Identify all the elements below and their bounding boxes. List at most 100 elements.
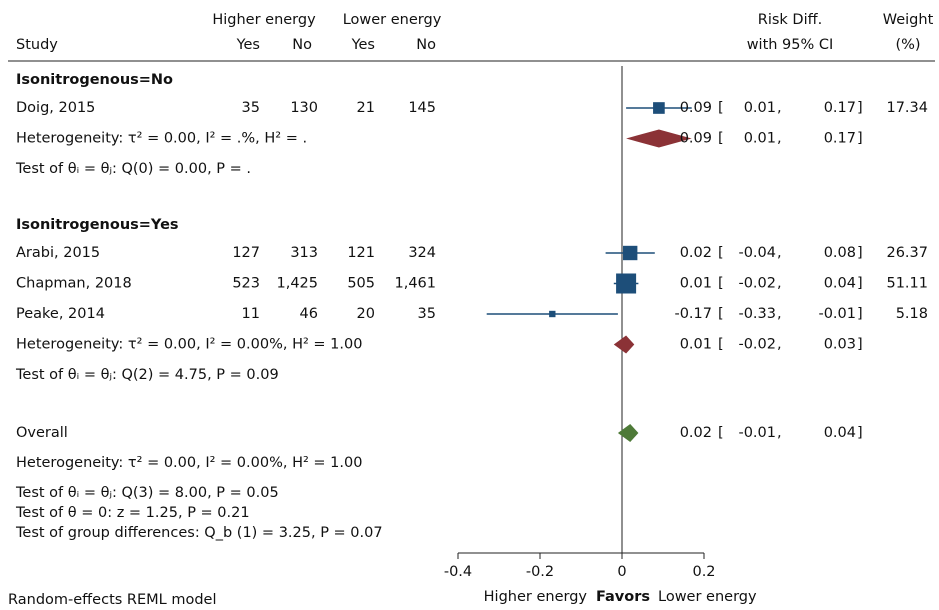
pooled-diamond [617, 424, 639, 442]
study-name: Arabi, 2015 [16, 245, 100, 261]
ci-bracket: ] [857, 337, 863, 353]
heterogeneity: Heterogeneity: τ² = 0.00, I² = 0.00%, H²… [16, 455, 362, 471]
count: 11 [242, 306, 260, 322]
estimate: 0.02 [680, 425, 712, 441]
overall-label: Overall [16, 425, 68, 441]
count: 313 [290, 245, 318, 261]
ci-sep: , [777, 131, 782, 147]
x-label: Favors [596, 589, 650, 605]
group-b-header: Lower energy [343, 12, 442, 28]
ci-bracket: [ [718, 337, 724, 353]
ci-high: 0.17 [824, 131, 856, 147]
group-label: Isonitrogenous=Yes [16, 217, 179, 233]
ci-high: 0.04 [824, 276, 856, 292]
x-tick-label: -0.2 [526, 564, 554, 580]
count: 1,425 [276, 276, 318, 292]
study-name: Chapman, 2018 [16, 276, 132, 292]
ci-bracket: [ [718, 425, 724, 441]
col-header: No [292, 37, 312, 53]
ci-bracket: [ [718, 276, 724, 292]
count: 20 [357, 306, 375, 322]
ci-sep: , [777, 100, 782, 116]
ci-low: 0.01 [744, 100, 776, 116]
overall-test: Test of θ = 0: z = 1.25, P = 0.21 [15, 505, 250, 521]
group-test: Test of θᵢ = θⱼ: Q(2) = 4.75, P = 0.09 [15, 367, 279, 383]
study-square [653, 102, 665, 114]
ci-bracket: [ [718, 100, 724, 116]
study-name: Peake, 2014 [16, 306, 105, 322]
x-label: Higher energy [484, 589, 588, 605]
count: 127 [232, 245, 260, 261]
study-square [549, 310, 556, 318]
count: 35 [242, 100, 260, 116]
ci-bracket: ] [857, 276, 863, 292]
weight: 26.37 [886, 245, 928, 261]
ci-sep: , [777, 425, 782, 441]
effect-header: Risk Diff. [758, 12, 822, 28]
ci-low: -0.01 [738, 425, 776, 441]
group-label: Isonitrogenous=No [16, 72, 173, 88]
count: 505 [347, 276, 375, 292]
pooled-diamond [626, 129, 692, 148]
count: 121 [347, 245, 375, 261]
x-tick-label: 0.2 [692, 564, 715, 580]
ci-low: -0.04 [738, 245, 776, 261]
group-a-header: Higher energy [212, 12, 316, 28]
pooled-diamond [613, 335, 635, 354]
ci-low: -0.02 [738, 276, 776, 292]
study-header: Study [16, 37, 58, 53]
x-tick-label: -0.4 [444, 564, 472, 580]
heterogeneity: Heterogeneity: τ² = 0.00, I² = 0.00%, H²… [16, 337, 362, 353]
model-note: Random-effects REML model [8, 592, 217, 608]
overall-test: Test of group differences: Q_b (1) = 3.2… [15, 525, 383, 541]
ci-bracket: [ [718, 306, 724, 322]
ci-low: -0.02 [738, 337, 776, 353]
ci-bracket: [ [718, 131, 724, 147]
ci-high: 0.04 [824, 425, 856, 441]
count: 35 [418, 306, 436, 322]
ci-high: 0.08 [824, 245, 856, 261]
weight: 17.34 [886, 100, 928, 116]
count: 145 [408, 100, 436, 116]
count: 324 [408, 245, 436, 261]
overall-test: Test of θᵢ = θⱼ: Q(3) = 8.00, P = 0.05 [15, 485, 279, 501]
col-header: Yes [351, 37, 375, 53]
weight: 51.11 [886, 276, 928, 292]
ci-low: -0.33 [738, 306, 776, 322]
estimate: 0.02 [680, 245, 712, 261]
col-header: No [416, 37, 436, 53]
ci-bracket: ] [857, 100, 863, 116]
ci-low: 0.01 [744, 131, 776, 147]
group-test: Test of θᵢ = θⱼ: Q(0) = 0.00, P = . [15, 161, 251, 177]
study-square [623, 245, 638, 261]
ci-bracket: ] [857, 306, 863, 322]
ci-bracket: [ [718, 245, 724, 261]
weight: 5.18 [896, 306, 928, 322]
ci-bracket: ] [857, 245, 863, 261]
count: 46 [300, 306, 318, 322]
ci-sep: , [777, 306, 782, 322]
effect-header: with 95% CI [747, 37, 834, 53]
x-label: Lower energy [658, 589, 757, 605]
weight-header: Weight [883, 12, 934, 28]
count: 1,461 [394, 276, 436, 292]
ci-high: 0.03 [824, 337, 856, 353]
count: 130 [290, 100, 318, 116]
estimate: -0.17 [674, 306, 712, 322]
count: 21 [357, 100, 375, 116]
ci-high: 0.17 [824, 100, 856, 116]
ci-bracket: ] [857, 131, 863, 147]
ci-sep: , [777, 245, 782, 261]
estimate: 0.09 [680, 100, 712, 116]
ci-bracket: ] [857, 425, 863, 441]
heterogeneity: Heterogeneity: τ² = 0.00, I² = .%, H² = … [16, 131, 307, 147]
estimate: 0.09 [680, 131, 712, 147]
x-tick-label: 0 [617, 564, 626, 580]
col-header: Yes [236, 37, 260, 53]
ci-sep: , [777, 276, 782, 292]
estimate: 0.01 [680, 276, 712, 292]
estimate: 0.01 [680, 337, 712, 353]
weight-header: (%) [895, 37, 920, 53]
study-name: Doig, 2015 [16, 100, 95, 116]
